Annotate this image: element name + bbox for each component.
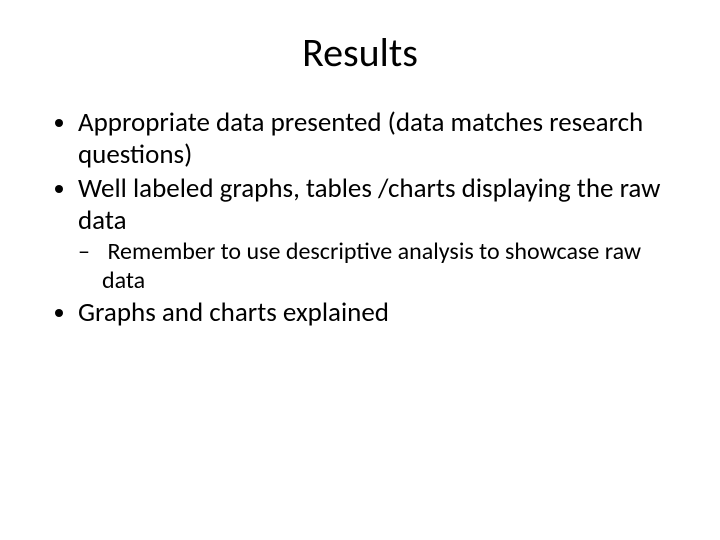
- bullet-text: Remember to use descriptive analysis to …: [102, 237, 641, 294]
- bullet-text: Well labeled graphs, tables /charts disp…: [78, 172, 660, 237]
- list-item: Well labeled graphs, tables /charts disp…: [78, 173, 670, 295]
- list-item: Graphs and charts explained: [78, 297, 670, 329]
- bullet-text: Appropriate data presented (data matches…: [78, 106, 643, 171]
- list-item: Appropriate data presented (data matches…: [78, 107, 670, 171]
- slide: Results Appropriate data presented (data…: [0, 0, 720, 540]
- slide-title: Results: [50, 28, 670, 77]
- list-item: Remember to use descriptive analysis to …: [102, 238, 670, 295]
- sub-bullet-list: Remember to use descriptive analysis to …: [78, 238, 670, 295]
- bullet-text: Graphs and charts explained: [78, 296, 389, 329]
- bullet-list: Appropriate data presented (data matches…: [50, 107, 670, 329]
